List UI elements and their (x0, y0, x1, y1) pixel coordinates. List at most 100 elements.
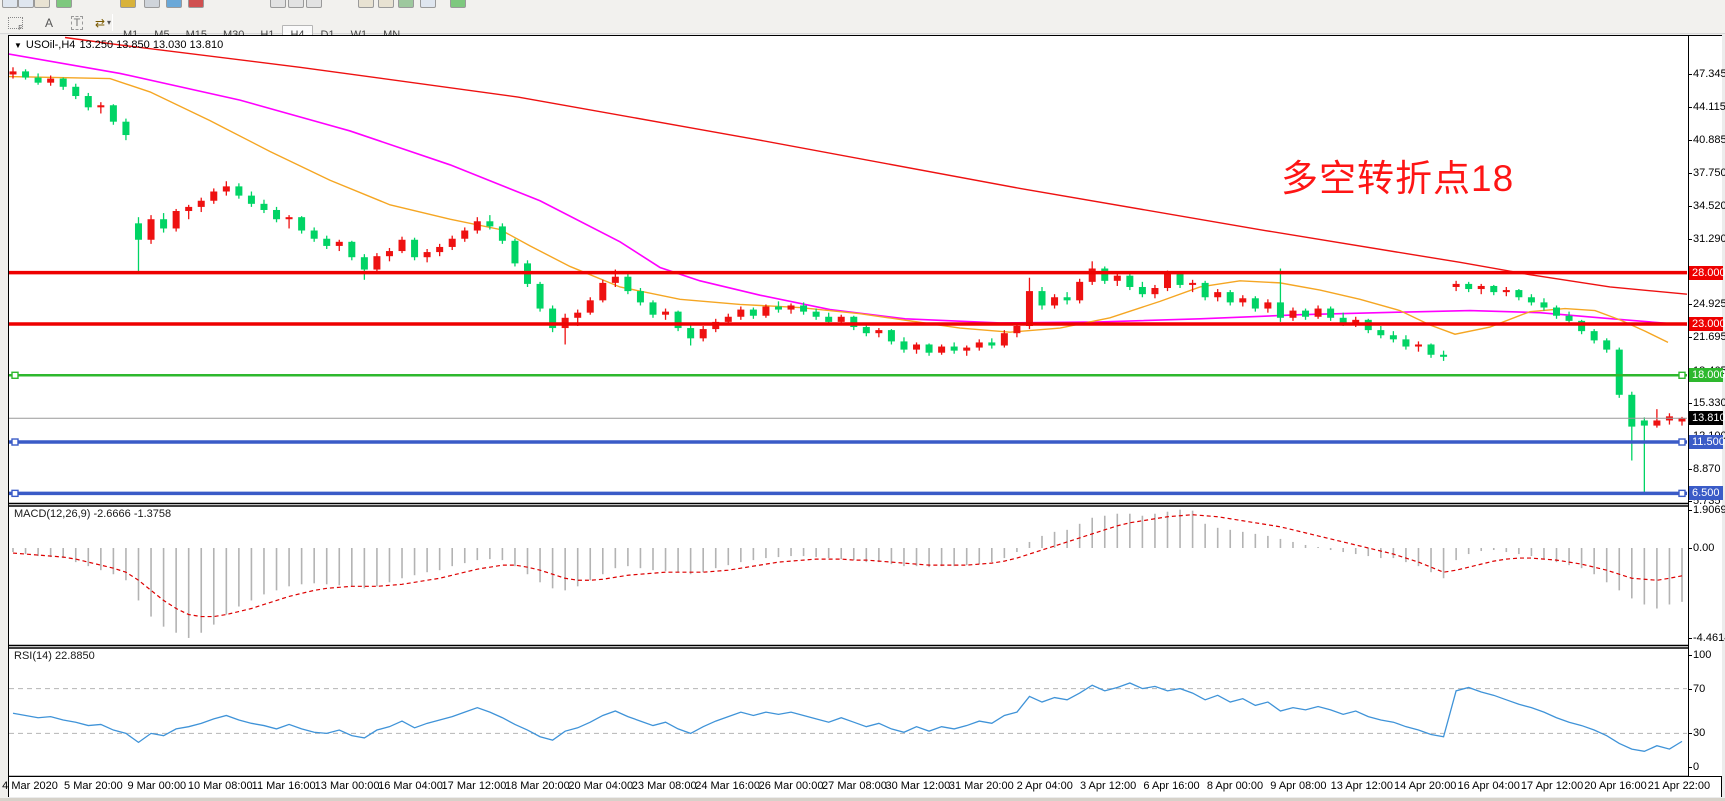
level-handle[interactable] (11, 371, 19, 379)
candle-body (1653, 420, 1661, 426)
level-handle[interactable] (11, 438, 19, 446)
chart-window[interactable]: ▼ USOil-,H4 13.250 13.850 13.030 13.810 … (2, 35, 1725, 797)
price-axis[interactable]: 47.345 44.115 40.885 37.750 34.520 31.290 24.9… (1687, 36, 1725, 776)
candle-body (172, 211, 180, 229)
tile-windows-icon[interactable] (420, 0, 436, 8)
time-axis-label: 31 Mar 20:00 (948, 780, 1014, 792)
candle-body (1578, 320, 1586, 332)
grid-f-icon[interactable] (4, 13, 26, 32)
price-tick-label: 34.520 (1688, 199, 1725, 212)
candle-body (84, 96, 92, 108)
candle-body (1540, 302, 1548, 308)
candle-body (900, 341, 908, 350)
price-tick-label: 31.290 (1688, 232, 1725, 245)
candle-body (335, 241, 343, 246)
candle-body (737, 309, 745, 317)
candle-body (235, 186, 243, 196)
expert-advisor-icon[interactable] (120, 0, 136, 8)
text-box-icon[interactable]: T (66, 13, 88, 32)
price-tick-label: 8.870 (1688, 463, 1721, 476)
time-axis-label: 2 Apr 04:00 (1016, 780, 1073, 792)
candle-body (1276, 302, 1284, 318)
time-axis-label: 20 Mar 04:00 (568, 780, 634, 792)
globe-icon[interactable] (166, 0, 182, 8)
time-axis-label: 30 Mar 12:00 (885, 780, 951, 792)
candle-body (1151, 288, 1159, 295)
indicators-icon[interactable] (398, 0, 414, 8)
candle-body (373, 256, 381, 270)
toolbar-secondary: A T ⇄▾ M1M5M15M30H1H4D1W1MN (0, 12, 1725, 44)
candle-body (1038, 291, 1046, 306)
chart-annotation-text[interactable]: 多空转折点18 (1281, 158, 1515, 199)
rsi-tick-label: 0 (1687, 761, 1700, 773)
time-axis[interactable]: 4 Mar 2020 5 Mar 20:00 9 Mar 00:00 10 Mar 0… (2, 777, 1721, 797)
candle-body (1465, 283, 1473, 290)
new-chart-icon[interactable] (450, 0, 466, 8)
save-icon[interactable] (144, 0, 160, 8)
document-icon[interactable] (2, 0, 18, 8)
chevron-down-icon[interactable]: ▾ (107, 18, 112, 27)
candle-body (47, 78, 55, 83)
candle-body (511, 240, 519, 264)
arrows-tool-icon[interactable]: ⇄ ▾ (94, 15, 112, 30)
zoom-out-icon[interactable] (378, 0, 394, 8)
candle-body (273, 209, 281, 220)
chart-canvas[interactable] (9, 36, 1721, 796)
time-axis-label: 20 Apr 16:00 (1584, 780, 1647, 792)
candle-body (749, 309, 757, 316)
time-axis-label: 24 Mar 16:00 (695, 780, 761, 792)
barchart-icon[interactable] (270, 0, 286, 8)
candle-body (210, 191, 218, 201)
level-handle[interactable] (11, 489, 19, 498)
candle-body (185, 206, 193, 212)
time-axis-label: 13 Mar 00:00 (314, 780, 380, 792)
level-handle[interactable] (1678, 371, 1686, 379)
new-order-icon[interactable] (56, 0, 72, 8)
zoom-in-icon[interactable] (358, 0, 374, 8)
candle-body (975, 342, 983, 348)
level-handle[interactable] (1678, 438, 1686, 446)
zoom-icon[interactable] (34, 0, 50, 8)
candle-body (1502, 290, 1510, 293)
price-tick-label: 15.330 (1688, 396, 1725, 409)
candle-body (34, 77, 42, 83)
linechart-icon[interactable] (306, 0, 322, 8)
text-label-icon[interactable]: A (44, 15, 53, 30)
chart-title: ▼ USOil-,H4 13.250 13.850 13.030 13.810 (14, 39, 223, 51)
candle-body (348, 241, 356, 258)
folder-icon[interactable] (18, 0, 34, 8)
down-triangle-icon[interactable]: ▼ (14, 40, 22, 50)
candle-body (360, 257, 368, 270)
candle-body (674, 311, 682, 329)
price-tick-label: 21.695 (1688, 331, 1725, 344)
candle-body (1126, 275, 1134, 287)
candle-body (1402, 339, 1410, 347)
macd-tick-label: 1.9069 (1688, 503, 1725, 516)
candle-body (1339, 317, 1347, 323)
candle-body (1189, 282, 1197, 285)
candle-body (699, 329, 707, 339)
candle-body (72, 86, 80, 97)
price-level-badge: 28.000 (1689, 265, 1725, 280)
price-tick-label: 47.345 (1688, 68, 1725, 80)
candlestick-icon[interactable] (288, 0, 304, 8)
candle-body (473, 221, 481, 231)
candle-body (812, 311, 820, 317)
toolbar-main (0, 0, 1725, 12)
candle-body (800, 305, 808, 312)
time-axis-label: 13 Apr 12:00 (1330, 780, 1394, 792)
candle-body (649, 302, 657, 315)
level-handle[interactable] (1678, 489, 1686, 498)
candle-body (1477, 285, 1485, 290)
candle-body (1214, 292, 1222, 298)
candle-body (724, 316, 732, 322)
candle-body (1113, 275, 1121, 281)
candle-body (1603, 340, 1611, 350)
candle-body (498, 226, 506, 241)
candle-body (285, 217, 293, 220)
candle-body (586, 300, 594, 313)
candle-body (1289, 310, 1297, 318)
record-icon[interactable] (188, 0, 204, 8)
candle-body (1327, 308, 1335, 318)
candle-body (9, 71, 17, 75)
